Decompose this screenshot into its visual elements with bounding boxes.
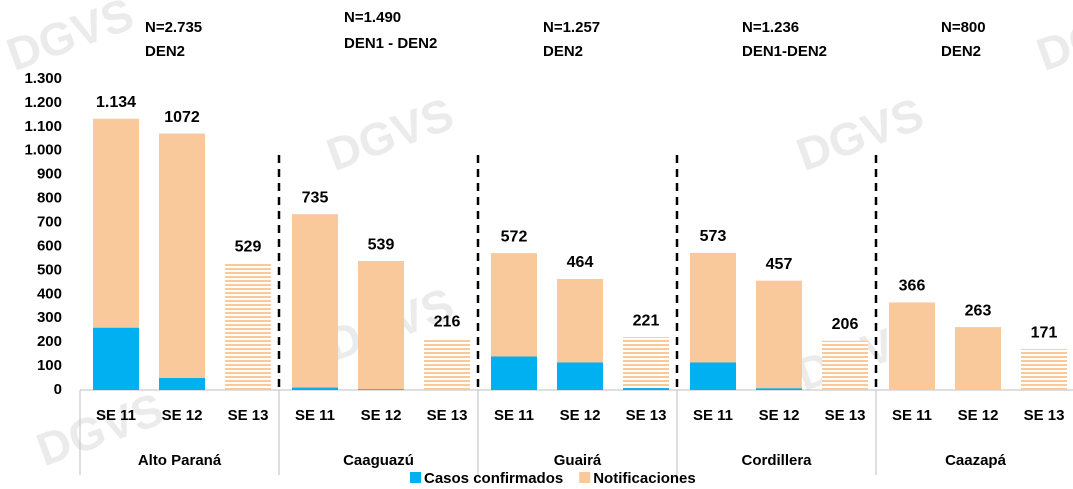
value-label: 735 <box>302 189 329 206</box>
y-tick-label: 0 <box>54 381 62 398</box>
x-tick-label: SE 11 <box>693 407 733 424</box>
y-tick-label: 900 <box>37 166 62 183</box>
x-tick-label: SE 13 <box>427 407 468 424</box>
bar <box>358 389 404 390</box>
y-tick-label: 800 <box>37 190 62 207</box>
x-tick-label: SE 13 <box>1024 407 1065 424</box>
x-tick-label: SE 12 <box>759 407 800 424</box>
legend-label: Notificaciones <box>593 470 696 487</box>
y-tick-label: 200 <box>37 333 62 350</box>
y-tick-label: 400 <box>37 285 62 302</box>
group-annotation: DEN2 <box>941 43 981 60</box>
x-tick-label: SE 12 <box>958 407 999 424</box>
group-label: Cordillera <box>741 452 812 469</box>
group-annotation: DEN2 <box>145 43 185 60</box>
group-annotation: N=2.735 <box>145 19 202 36</box>
group-label: Alto Paraná <box>138 452 222 469</box>
value-label: 221 <box>633 312 660 329</box>
legend-label: Casos confirmados <box>424 470 563 487</box>
bar <box>756 388 802 390</box>
y-tick-label: 1.200 <box>24 94 62 111</box>
value-label: 573 <box>700 228 727 245</box>
y-tick-label: 300 <box>37 309 62 326</box>
x-tick-label: SE 13 <box>626 407 667 424</box>
x-tick-label: SE 12 <box>361 407 402 424</box>
bar <box>822 340 868 390</box>
x-tick-label: SE 13 <box>825 407 866 424</box>
bar <box>623 337 669 390</box>
bar <box>690 362 736 390</box>
bar <box>491 356 537 390</box>
group-label: Guairá <box>554 452 602 469</box>
y-tick-label: 1.000 <box>24 142 62 159</box>
value-label: 572 <box>501 228 528 245</box>
value-label: 171 <box>1031 324 1058 341</box>
bar <box>889 302 935 390</box>
bar <box>623 388 669 390</box>
x-tick-label: SE 12 <box>162 407 203 424</box>
value-label: 539 <box>368 236 395 253</box>
x-tick-label: SE 11 <box>295 407 335 424</box>
x-tick-label: SE 13 <box>228 407 269 424</box>
watermark: DGVS <box>790 87 930 180</box>
y-tick-label: 500 <box>37 261 62 278</box>
y-tick-label: 600 <box>37 237 62 254</box>
bar <box>159 378 205 390</box>
group-annotation: N=800 <box>941 19 986 36</box>
value-label: 1.134 <box>96 94 136 111</box>
group-annotation: N=1.257 <box>543 19 600 36</box>
legend-swatch <box>410 472 421 483</box>
y-tick-label: 1.300 <box>24 70 62 87</box>
watermark: DGVS <box>320 87 460 180</box>
bar <box>358 261 404 390</box>
bar <box>1021 349 1067 390</box>
y-tick-label: 100 <box>37 357 62 374</box>
group-annotation: N=1.490 <box>344 9 401 26</box>
value-label: 263 <box>965 302 992 319</box>
x-tick-label: SE 12 <box>560 407 601 424</box>
x-tick-label: SE 11 <box>494 407 534 424</box>
y-tick-label: 700 <box>37 214 62 231</box>
bar <box>225 263 271 390</box>
bar <box>756 280 802 390</box>
legend-swatch <box>579 472 591 483</box>
group-annotation: DEN1 - DEN2 <box>344 35 437 52</box>
bar <box>292 214 338 390</box>
watermark: DGVS <box>0 0 140 81</box>
watermark: DGVS <box>1030 0 1073 81</box>
x-tick-label: SE 11 <box>96 407 136 424</box>
value-label: 206 <box>832 316 859 333</box>
value-label: 529 <box>235 239 262 256</box>
value-label: 216 <box>434 314 461 331</box>
group-label: Caazapá <box>945 452 1007 469</box>
y-tick-label: 1.100 <box>24 118 62 135</box>
bar <box>292 387 338 390</box>
value-label: 457 <box>766 256 793 273</box>
group-annotation: N=1.236 <box>742 19 799 36</box>
value-label: 464 <box>567 254 594 271</box>
bar <box>159 133 205 390</box>
value-label: 1072 <box>164 109 200 126</box>
group-label: Caaguazú <box>343 452 414 469</box>
x-tick-label: SE 11 <box>892 407 932 424</box>
group-annotation: DEN1-DEN2 <box>742 43 827 60</box>
value-label: 366 <box>899 278 926 295</box>
bar <box>557 362 603 390</box>
bar <box>955 327 1001 390</box>
bar <box>93 327 139 390</box>
group-annotation: DEN2 <box>543 43 583 60</box>
bar <box>424 338 470 390</box>
